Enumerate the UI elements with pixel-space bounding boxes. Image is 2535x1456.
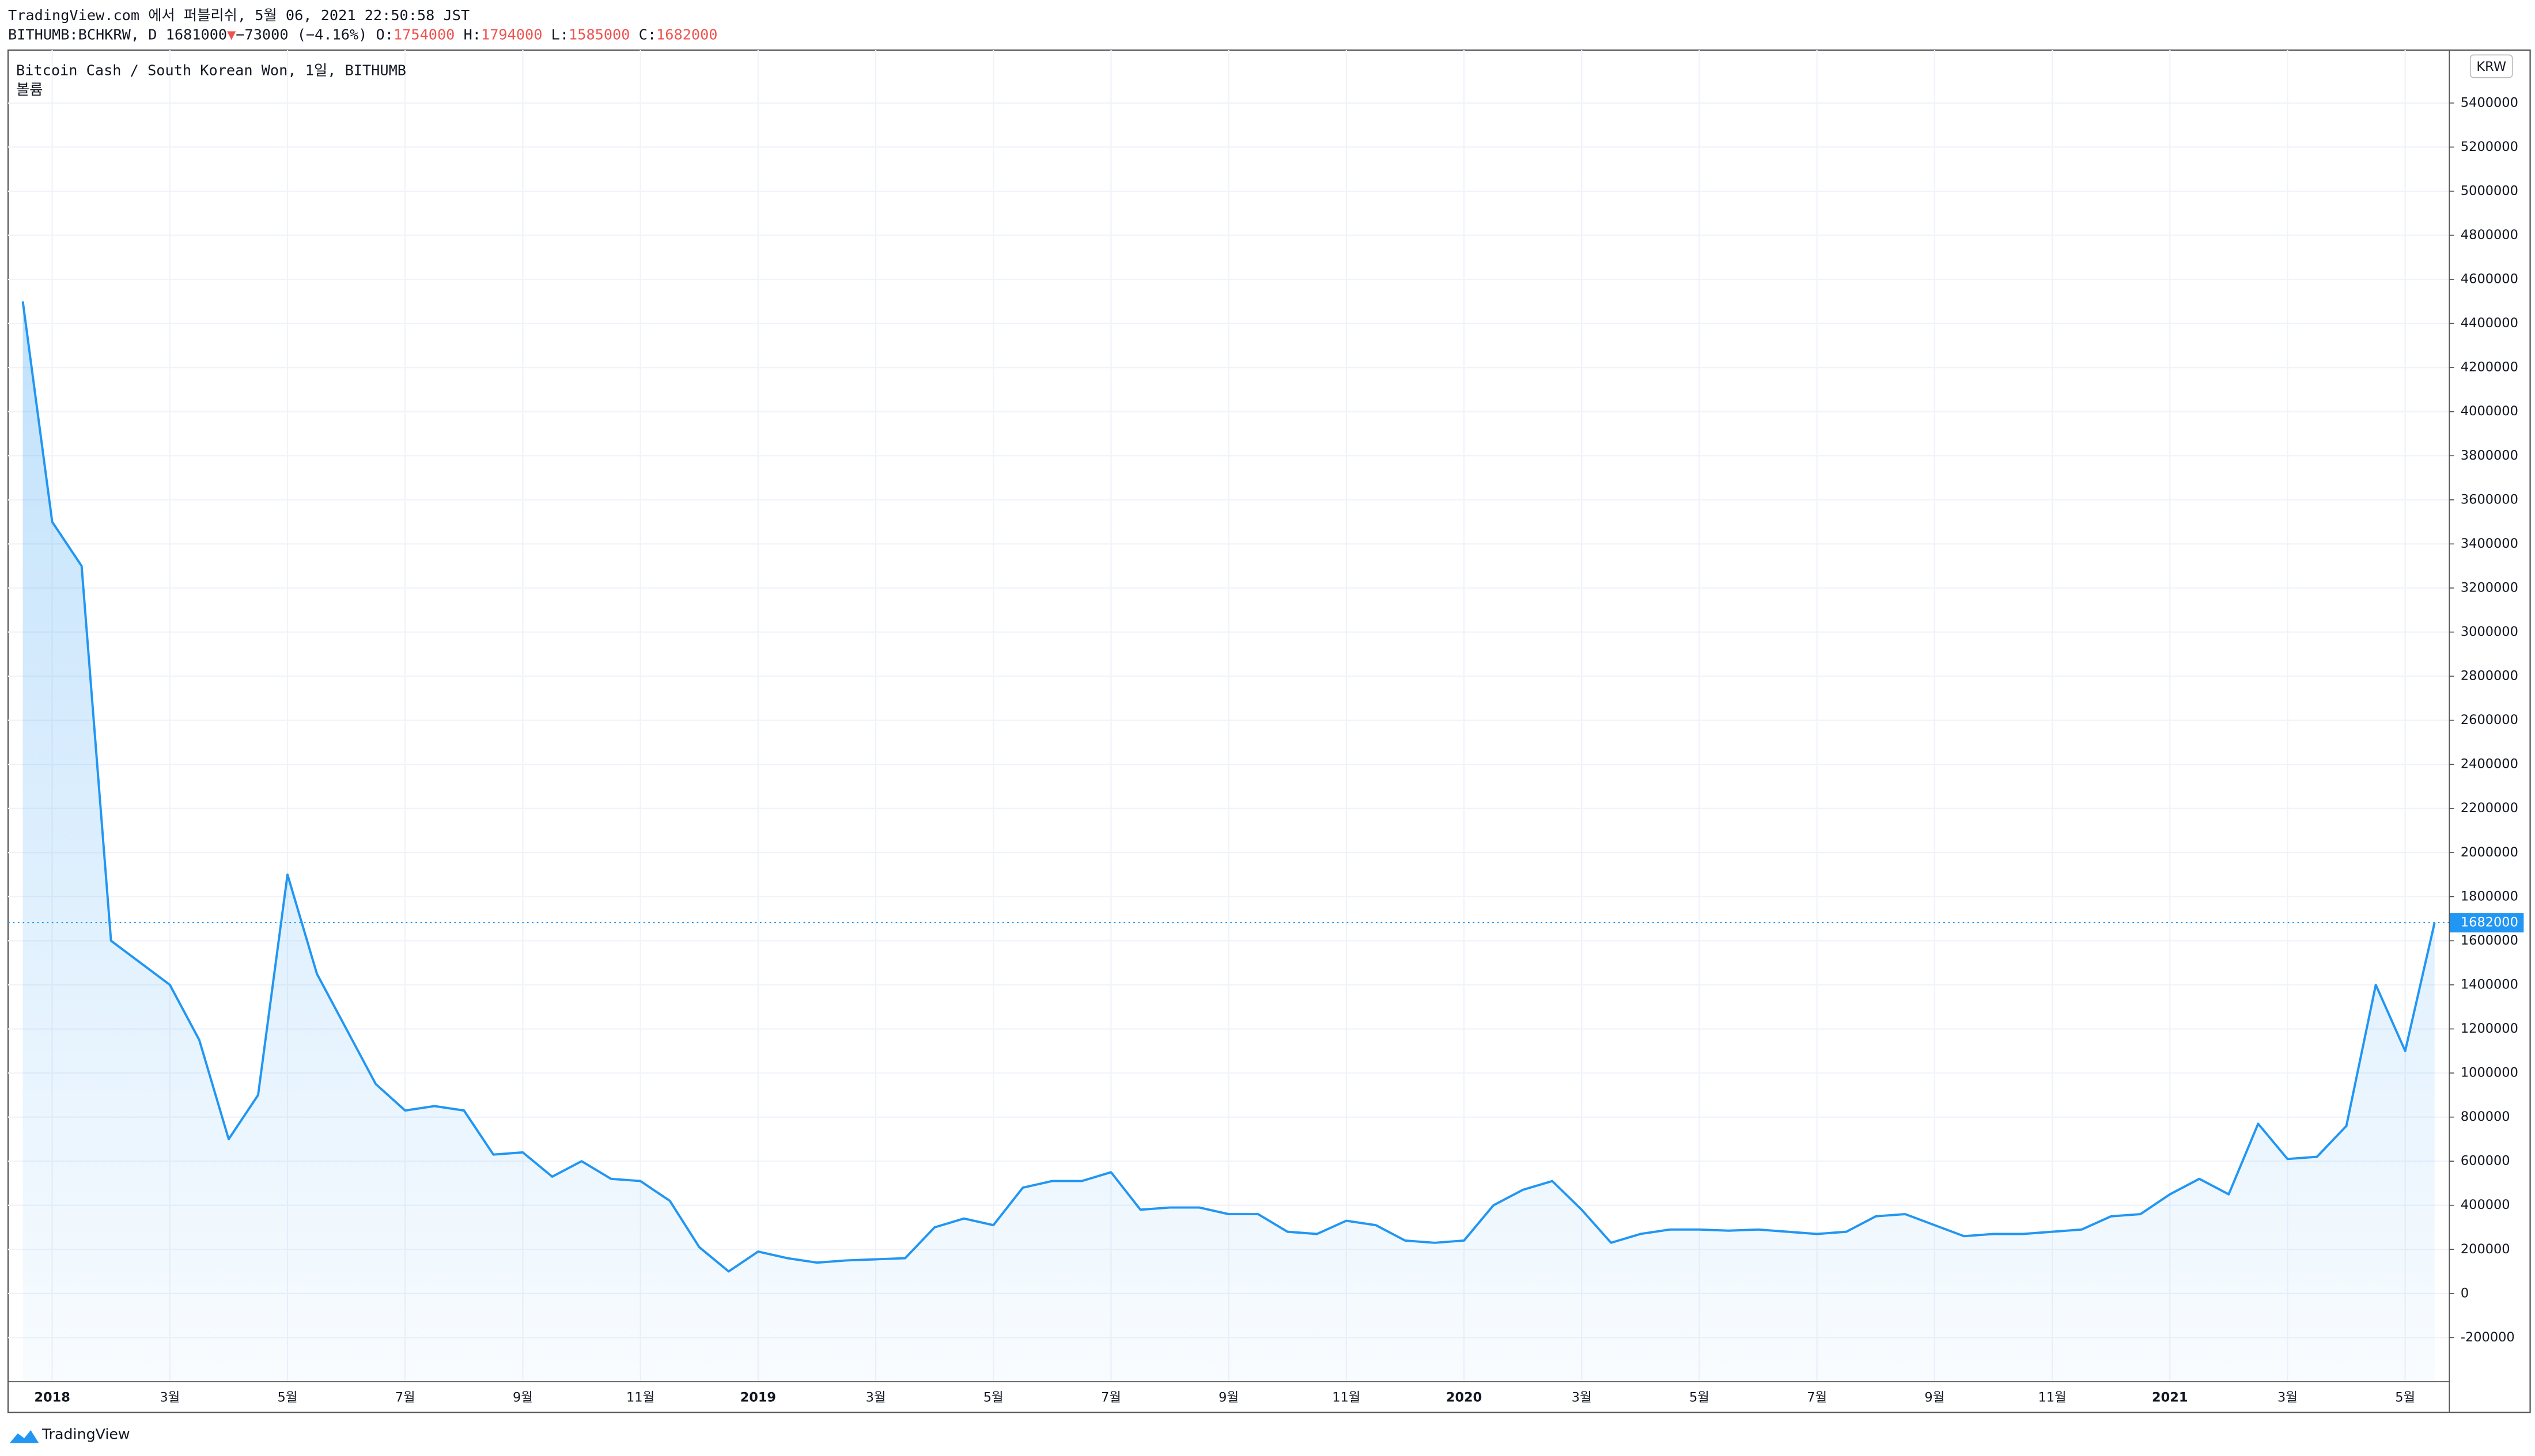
- y-tick-label: 5400000: [2461, 95, 2518, 110]
- symbol: BITHUMB:BCHKRW, D: [8, 26, 157, 43]
- y-tick-label: -200000: [2461, 1330, 2515, 1345]
- volume-label: 볼륨: [16, 81, 43, 98]
- y-tick-label: 2800000: [2461, 669, 2518, 684]
- x-tick-label: 7월: [1101, 1390, 1121, 1405]
- change: −73000 (−4.16%): [236, 26, 367, 43]
- h-label: H:: [464, 26, 481, 43]
- y-tick-label: 1200000: [2461, 1021, 2518, 1036]
- x-tick-label: 3월: [1572, 1390, 1592, 1405]
- x-tick-label: 2021: [2152, 1390, 2188, 1405]
- currency-label[interactable]: KRW: [2476, 59, 2506, 74]
- y-tick-label: 1400000: [2461, 977, 2518, 992]
- legend-title: Bitcoin Cash / South Korean Won, 1일, BIT…: [16, 62, 406, 78]
- last-price-box: [2449, 913, 2524, 932]
- y-tick-label: 1000000: [2461, 1066, 2518, 1080]
- x-tick-label: 9월: [1219, 1390, 1239, 1405]
- y-tick-label: 2600000: [2461, 712, 2518, 727]
- area: [22, 301, 2435, 1382]
- y-tick-label: 2400000: [2461, 757, 2518, 772]
- x-tick-label: 11월: [1332, 1390, 1360, 1405]
- y-tick-label: 3600000: [2461, 492, 2518, 507]
- y-tick-label: 4800000: [2461, 227, 2518, 242]
- c-label: C:: [639, 26, 656, 43]
- price-line: [21, 301, 2436, 1273]
- x-tick-label: 2020: [1446, 1390, 1482, 1405]
- x-tick-label: 3월: [2277, 1390, 2298, 1405]
- y-tick-label: 3400000: [2461, 536, 2518, 551]
- x-tick-label: 2019: [740, 1390, 776, 1405]
- currency-button[interactable]: [2469, 54, 2513, 78]
- brand-name: TradingView: [41, 1426, 130, 1443]
- y-tick-label: 4200000: [2461, 360, 2518, 375]
- x-tick-label: 9월: [1924, 1390, 1944, 1405]
- price: 1681000: [166, 26, 227, 43]
- y-tick-label: 200000: [2461, 1242, 2510, 1257]
- y-tick-label: 1600000: [2461, 933, 2518, 948]
- x-tick-label: 7월: [395, 1390, 415, 1405]
- chart-frame: [7, 49, 2531, 1413]
- x-tick-label: 5월: [1689, 1390, 1709, 1405]
- x-tick-label: 11월: [2038, 1390, 2066, 1405]
- plot: -200000 0 200000 400000 600000 800000 1000000 1…: [8, 50, 2524, 1405]
- x-tick-label: 3월: [866, 1390, 886, 1405]
- x-tick-label: 2018: [34, 1390, 70, 1405]
- y-tick-label: 800000: [2461, 1109, 2510, 1124]
- y-tick-label: 3200000: [2461, 580, 2518, 595]
- y-tick-label: 0: [2461, 1286, 2469, 1300]
- x-tick-label: 5월: [278, 1390, 298, 1405]
- x-tick-label: 9월: [513, 1390, 533, 1405]
- x-tick-label: 3월: [160, 1390, 180, 1405]
- y-tick-label: 4000000: [2461, 404, 2518, 419]
- l-value: 1585000: [569, 26, 630, 43]
- down-arrow: ▼: [227, 26, 236, 43]
- y-tick-label: 600000: [2461, 1154, 2510, 1169]
- x-tick-label: 11월: [626, 1390, 654, 1405]
- o-value: 1754000: [394, 26, 455, 43]
- y-tick-label: 400000: [2461, 1197, 2510, 1212]
- y-tick-label: 5000000: [2461, 183, 2518, 198]
- y-tick-label: 2200000: [2461, 801, 2518, 816]
- h-value: 1794000: [481, 26, 542, 43]
- y-tick-label: 3800000: [2461, 448, 2518, 463]
- y-tick-label: 3000000: [2461, 624, 2518, 639]
- x-tick-label: 5월: [2395, 1390, 2415, 1405]
- y-tick-label: 4400000: [2461, 316, 2518, 331]
- y-tick-label: 2000000: [2461, 845, 2518, 860]
- symbol-line: BITHUMB:BCHKRW, D 1681000▼−73000 (−4.16%…: [8, 26, 717, 43]
- y-tick-label: 1800000: [2461, 889, 2518, 904]
- x-tick-label: 5월: [983, 1390, 1004, 1405]
- y-tick-label: 4600000: [2461, 272, 2518, 287]
- x-tick-label: 7월: [1807, 1390, 1827, 1405]
- brand-logo: [9, 1430, 39, 1443]
- published-note: TradingView.com 에서 퍼블리쉬, 5월 06, 2021 22:…: [8, 7, 470, 24]
- last-price-label: 1682000: [2461, 915, 2518, 930]
- c-value: 1682000: [656, 26, 717, 43]
- l-label: L:: [551, 26, 569, 43]
- y-tick-label: 5200000: [2461, 139, 2518, 154]
- o-label: O:: [376, 26, 394, 43]
